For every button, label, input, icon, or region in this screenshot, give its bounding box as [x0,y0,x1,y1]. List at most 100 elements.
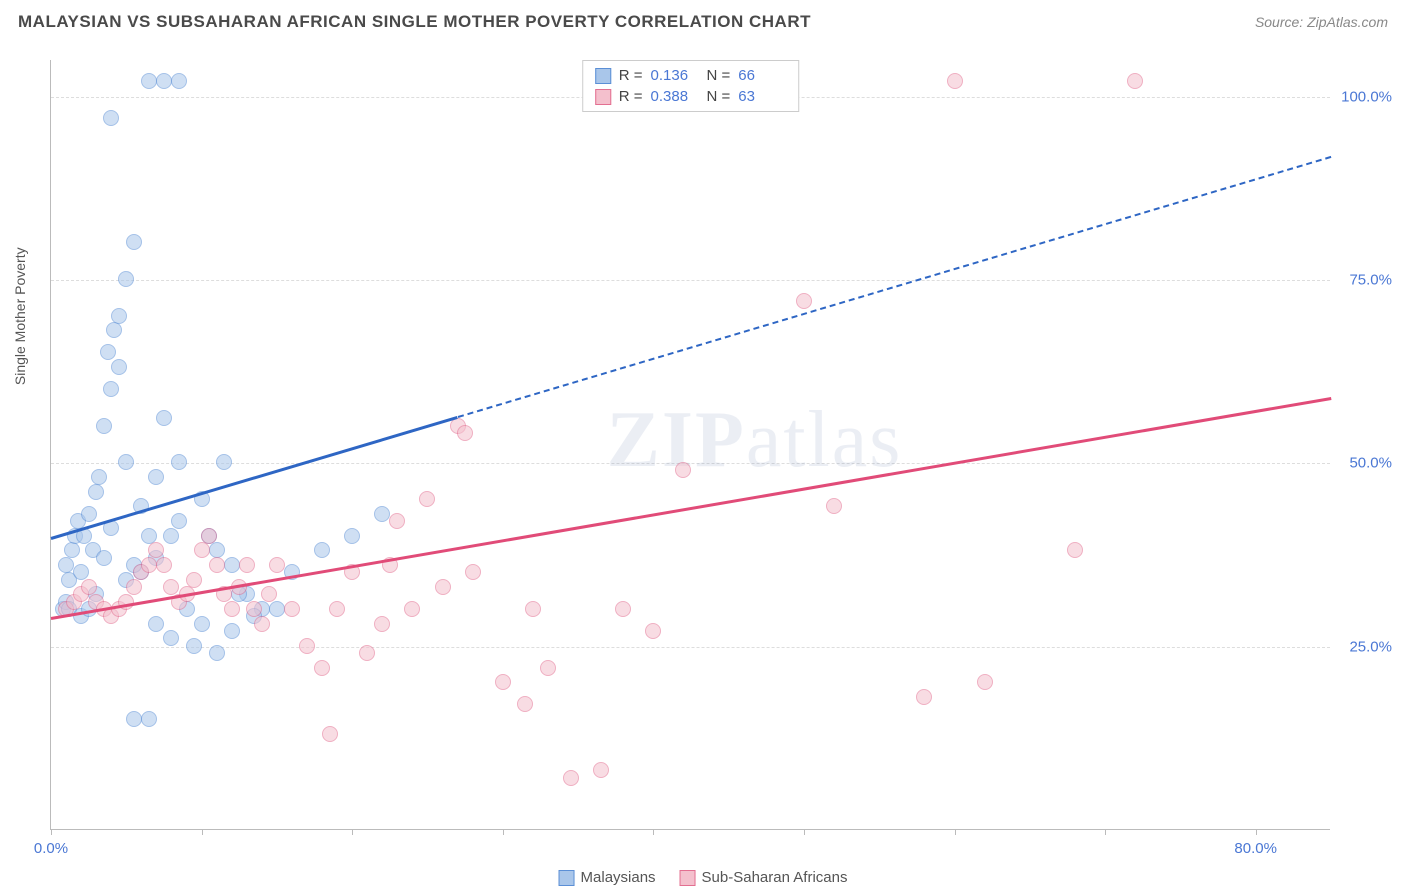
data-point-subsaharan [299,638,315,654]
data-point-subsaharan [419,491,435,507]
data-point-subsaharan [201,528,217,544]
data-point-malaysians [64,542,80,558]
x-tick [1105,829,1106,835]
data-point-subsaharan [495,674,511,690]
data-point-malaysians [111,308,127,324]
data-point-subsaharan [359,645,375,661]
data-point-malaysians [103,110,119,126]
legend-label: Sub-Saharan Africans [702,869,848,886]
data-point-malaysians [171,513,187,529]
n-value: 63 [738,88,786,105]
data-point-subsaharan [977,674,993,690]
data-point-malaysians [171,454,187,470]
data-point-malaysians [118,454,134,470]
data-point-malaysians [100,344,116,360]
data-point-malaysians [186,638,202,654]
data-point-subsaharan [947,73,963,89]
data-point-subsaharan [126,579,142,595]
data-point-subsaharan [1127,73,1143,89]
data-point-subsaharan [1067,542,1083,558]
y-tick-label: 100.0% [1337,88,1392,105]
data-point-subsaharan [465,564,481,580]
data-point-malaysians [148,616,164,632]
y-tick-label: 75.0% [1337,272,1392,289]
data-point-subsaharan [148,542,164,558]
data-point-malaysians [96,418,112,434]
data-point-subsaharan [457,425,473,441]
data-point-subsaharan [615,601,631,617]
data-point-malaysians [209,645,225,661]
data-point-malaysians [73,564,89,580]
scatter-plot-area: ZIPatlas R =0.136N =66R =0.388N =63 25.0… [50,60,1330,830]
data-point-subsaharan [261,586,277,602]
data-point-subsaharan [224,601,240,617]
legend-item-malaysians: Malaysians [559,869,656,886]
data-point-subsaharan [254,616,270,632]
r-value: 0.136 [651,67,699,84]
data-point-subsaharan [517,696,533,712]
gridline [51,647,1330,648]
data-point-subsaharan [525,601,541,617]
data-point-subsaharan [916,689,932,705]
data-point-subsaharan [269,557,285,573]
data-point-subsaharan [314,660,330,676]
data-point-malaysians [111,359,127,375]
data-point-malaysians [91,469,107,485]
data-point-subsaharan [322,726,338,742]
data-point-malaysians [88,484,104,500]
data-point-malaysians [126,711,142,727]
legend-swatch [595,68,611,84]
data-point-malaysians [141,711,157,727]
r-label: R = [619,88,643,105]
n-label: N = [707,67,731,84]
data-point-malaysians [171,73,187,89]
y-axis-label: Single Mother Poverty [12,247,28,385]
data-point-subsaharan [645,623,661,639]
legend-row-subsaharan: R = 0.388 N = 63 [595,86,787,107]
x-tick [804,829,805,835]
data-point-malaysians [344,528,360,544]
legend-label: Malaysians [581,869,656,886]
data-point-malaysians [194,616,210,632]
data-point-subsaharan [329,601,345,617]
data-point-subsaharan [239,557,255,573]
n-label: N = [707,88,731,105]
trend-line-malaysians-dashed [457,155,1331,417]
data-point-malaysians [58,557,74,573]
r-label: R = [619,67,643,84]
data-point-malaysians [374,506,390,522]
data-point-malaysians [224,623,240,639]
data-point-subsaharan [141,557,157,573]
data-point-malaysians [163,528,179,544]
legend-swatch [559,870,575,886]
x-tick-label: 0.0% [34,840,68,857]
data-point-malaysians [141,73,157,89]
data-point-subsaharan [194,542,210,558]
x-tick [1256,829,1257,835]
data-point-subsaharan [796,293,812,309]
x-tick-label: 80.0% [1234,840,1277,857]
data-point-subsaharan [374,616,390,632]
data-point-malaysians [106,322,122,338]
data-point-malaysians [269,601,285,617]
data-point-subsaharan [563,770,579,786]
r-value: 0.388 [651,88,699,105]
data-point-malaysians [163,630,179,646]
y-tick-label: 50.0% [1337,455,1392,472]
gridline [51,463,1330,464]
data-point-malaysians [118,271,134,287]
data-point-subsaharan [404,601,420,617]
data-point-subsaharan [540,660,556,676]
correlation-legend: R = 0.136 N = 66 R = 0.388 N = 63 [582,60,800,112]
source-attribution: Source: ZipAtlas.com [1255,14,1388,30]
chart-title: MALAYSIAN VS SUBSAHARAN AFRICAN SINGLE M… [18,12,811,32]
data-point-malaysians [96,550,112,566]
n-value: 66 [738,67,786,84]
data-point-malaysians [224,557,240,573]
data-point-subsaharan [163,579,179,595]
watermark: ZIPatlas [606,394,902,485]
x-tick [352,829,353,835]
legend-row-malaysians: R = 0.136 N = 66 [595,65,787,86]
data-point-malaysians [126,234,142,250]
x-tick [202,829,203,835]
